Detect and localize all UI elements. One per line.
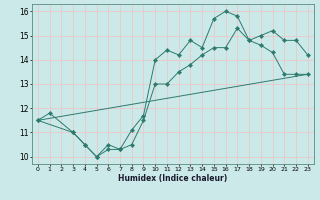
X-axis label: Humidex (Indice chaleur): Humidex (Indice chaleur) bbox=[118, 174, 228, 183]
